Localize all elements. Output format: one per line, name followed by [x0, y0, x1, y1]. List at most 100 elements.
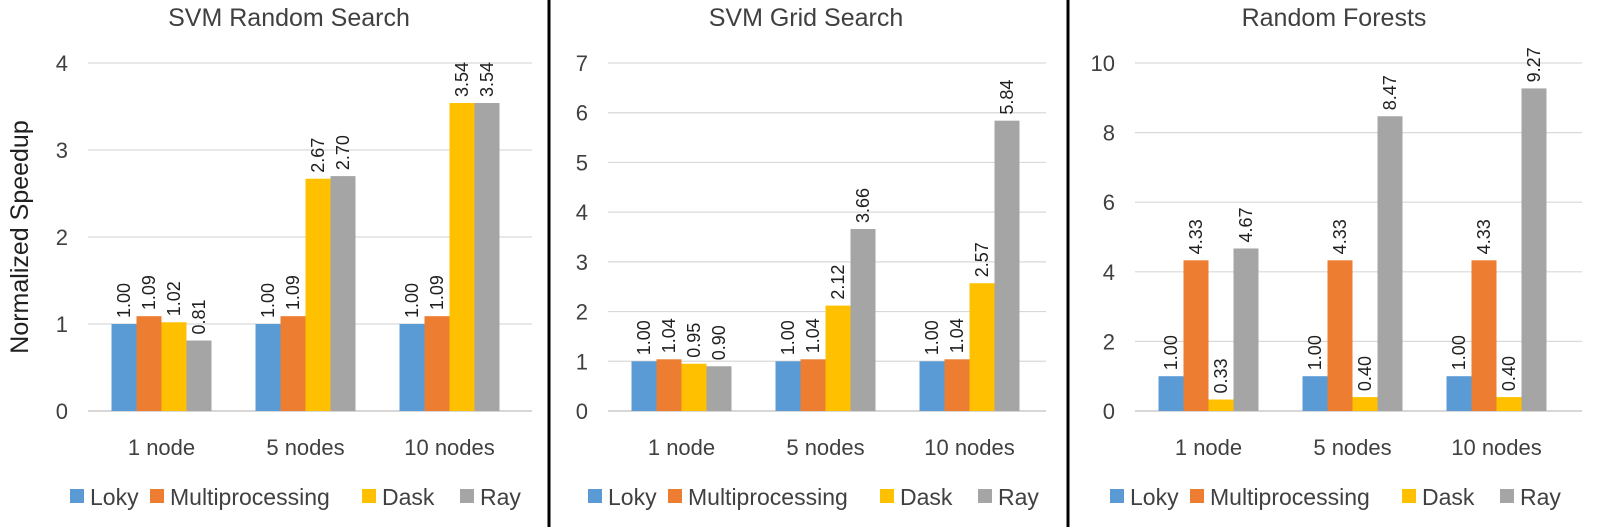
x-category-label: 1 node	[648, 435, 715, 460]
data-label: 3.54	[477, 62, 497, 97]
bar-multiprocessing-3	[1471, 260, 1497, 411]
bar-multiprocessing-3	[944, 359, 970, 411]
data-label: 1.00	[778, 320, 798, 355]
data-label: 0.90	[709, 325, 729, 360]
y-tick-label: 1	[576, 349, 588, 374]
data-label: 3.66	[853, 188, 873, 223]
data-label: 1.02	[164, 281, 184, 316]
x-category-label: 10 nodes	[924, 435, 1015, 460]
y-tick-label: 2	[1103, 329, 1115, 354]
legend-swatch-ray	[460, 489, 474, 503]
bar-multiprocessing-2	[1327, 260, 1353, 411]
data-label: 4.67	[1236, 207, 1256, 242]
bar-multiprocessing-3	[424, 316, 450, 411]
legend-label-ray: Ray	[480, 484, 521, 510]
data-label: 1.09	[283, 275, 303, 310]
data-label: 1.00	[1305, 335, 1325, 370]
bar-loky-3	[1446, 376, 1472, 411]
bar-loky-1	[111, 324, 137, 411]
data-label: 4.33	[1186, 219, 1206, 254]
x-category-label: 1 node	[1175, 435, 1242, 460]
x-category-label: 5 nodes	[266, 435, 344, 460]
legend-label-dask: Dask	[1422, 484, 1475, 510]
y-tick-label: 0	[56, 399, 68, 424]
chart-panel-1: SVM Random Search Normalized Speedup 0 1 2 3 4…	[6, 4, 532, 510]
y-tick-label: 0	[1103, 399, 1115, 424]
bar-dask-3	[1496, 397, 1522, 411]
y-tick-label: 5	[576, 150, 588, 175]
bar-ray-2	[1377, 116, 1403, 411]
legend-label-multiprocessing: Multiprocessing	[170, 484, 330, 510]
data-label: 1.00	[1161, 335, 1181, 370]
x-category-label: 5 nodes	[786, 435, 864, 460]
y-tick-label: 4	[56, 51, 68, 76]
bar-multiprocessing-2	[800, 359, 826, 411]
bar-multiprocessing-2	[280, 316, 306, 411]
data-label: 4.33	[1474, 219, 1494, 254]
legend-label-dask: Dask	[382, 484, 435, 510]
legend-swatch-multiprocessing	[668, 489, 682, 503]
x-category-label: 5 nodes	[1313, 435, 1391, 460]
legend-swatch-dask	[880, 489, 894, 503]
data-label: 2.67	[308, 138, 328, 173]
legend-label-multiprocessing: Multiprocessing	[688, 484, 848, 510]
bar-dask-2	[825, 305, 851, 411]
bar-dask-1	[161, 322, 187, 411]
y-tick-label: 4	[1103, 260, 1115, 285]
legend-swatch-ray	[978, 489, 992, 503]
legend-swatch-dask	[1402, 489, 1416, 503]
y-tick-label: 8	[1103, 121, 1115, 146]
bar-loky-2	[255, 324, 281, 411]
data-label: 1.00	[114, 283, 134, 318]
bar-dask-1	[681, 363, 707, 411]
data-label: 9.27	[1524, 47, 1544, 82]
y-tick-label: 3	[576, 250, 588, 275]
data-label: 1.00	[258, 283, 278, 318]
y-tick-label: 6	[1103, 190, 1115, 215]
data-label: 1.00	[1449, 335, 1469, 370]
data-label: 0.81	[189, 299, 209, 334]
data-label: 1.04	[659, 318, 679, 353]
legend-swatch-multiprocessing	[150, 489, 164, 503]
bar-multiprocessing-1	[1183, 260, 1209, 411]
legend-label-ray: Ray	[1520, 484, 1561, 510]
bar-dask-1	[1208, 399, 1234, 411]
data-label: 0.95	[684, 323, 704, 358]
bar-ray-1	[1233, 248, 1259, 411]
legend-swatch-loky	[588, 489, 602, 503]
x-category-label: 10 nodes	[1451, 435, 1542, 460]
legend-swatch-ray	[1500, 489, 1514, 503]
legend-label-loky: Loky	[608, 484, 657, 510]
y-tick-label: 1	[56, 312, 68, 337]
bar-loky-3	[919, 361, 945, 411]
bar-multiprocessing-1	[136, 316, 162, 411]
data-label: 2.12	[828, 265, 848, 300]
legend-label-loky: Loky	[90, 484, 139, 510]
y-axis-label: Normalized Speedup	[6, 120, 34, 353]
bar-ray-1	[186, 340, 212, 411]
bar-loky-2	[1302, 376, 1328, 411]
x-category-label: 1 node	[128, 435, 195, 460]
bar-dask-3	[969, 283, 995, 411]
legend-swatch-loky	[1110, 489, 1124, 503]
bar-multiprocessing-1	[656, 359, 682, 411]
bar-loky-3	[399, 324, 425, 411]
bar-ray-3	[1521, 88, 1547, 412]
bar-ray-2	[850, 229, 876, 411]
legend-label-loky: Loky	[1130, 484, 1179, 510]
data-label: 3.54	[452, 62, 472, 97]
legend-swatch-loky	[70, 489, 84, 503]
data-label: 0.33	[1211, 358, 1231, 393]
bar-ray-3	[994, 120, 1020, 411]
chart-title: Random Forests	[1242, 4, 1427, 32]
y-tick-label: 0	[576, 399, 588, 424]
bar-ray-3	[474, 103, 500, 412]
data-label: 1.09	[139, 275, 159, 310]
legend-swatch-multiprocessing	[1190, 489, 1204, 503]
legend-label-multiprocessing: Multiprocessing	[1210, 484, 1370, 510]
chart-title: SVM Random Search	[168, 4, 410, 32]
data-label: 2.57	[972, 242, 992, 277]
data-label: 2.70	[333, 135, 353, 170]
